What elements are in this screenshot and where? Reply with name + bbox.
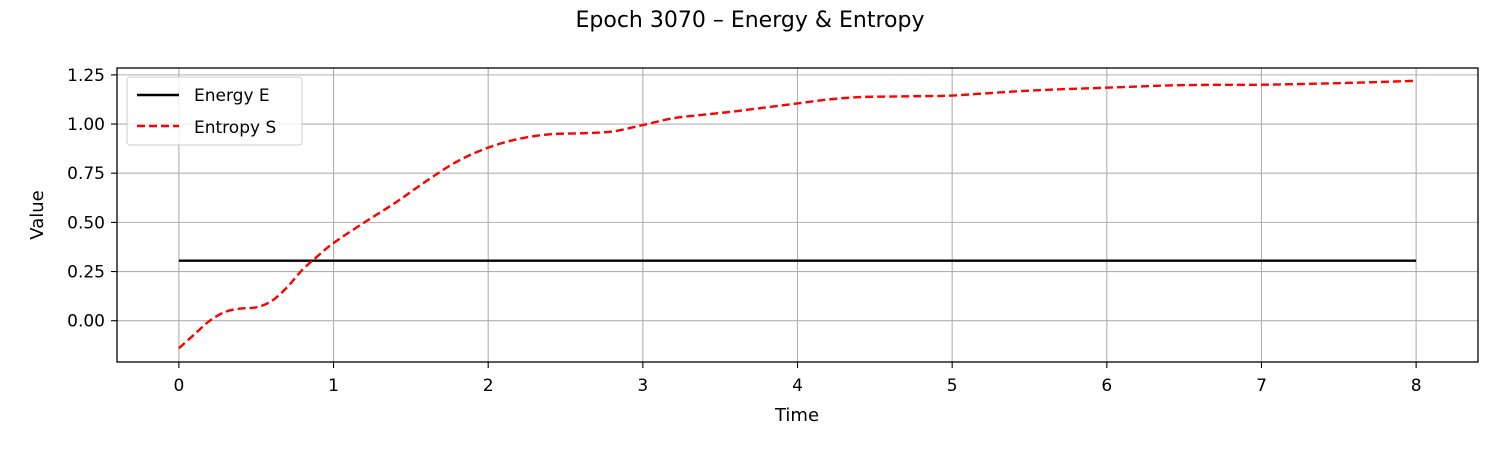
x-tick-label: 1 (328, 376, 339, 396)
legend: Energy E Entropy S (126, 76, 303, 146)
x-axis-label: Time (774, 405, 819, 426)
y-tick-label: 0.00 (67, 312, 105, 332)
grid (117, 68, 1478, 362)
chart-title: Epoch 3070 – Energy & Entropy (576, 8, 925, 33)
x-tick-label: 4 (792, 376, 803, 396)
y-axis-label: Value (27, 190, 48, 239)
y-tick-label: 1.00 (67, 115, 105, 135)
x-tick-label: 5 (947, 376, 958, 396)
x-tick-label: 7 (1256, 376, 1267, 396)
legend-label-energy: Energy E (194, 86, 270, 106)
legend-label-entropy: Entropy S (194, 118, 276, 138)
x-tick-label: 8 (1411, 376, 1422, 396)
y-tick-label: 0.75 (67, 164, 105, 184)
x-tick-label: 6 (1101, 376, 1112, 396)
x-tick-label: 0 (173, 376, 184, 396)
y-tick-label: 0.50 (67, 213, 105, 233)
y-tick-label: 0.25 (67, 263, 105, 283)
plot-series (178, 79, 1417, 350)
axis-ticks: 0 1 2 3 4 5 6 7 8 0.00 0.25 0.50 0.75 1.00 1.25 (67, 66, 1421, 396)
x-tick-label: 3 (637, 376, 648, 396)
x-tick-label: 2 (483, 376, 494, 396)
y-tick-label: 1.25 (67, 66, 105, 86)
